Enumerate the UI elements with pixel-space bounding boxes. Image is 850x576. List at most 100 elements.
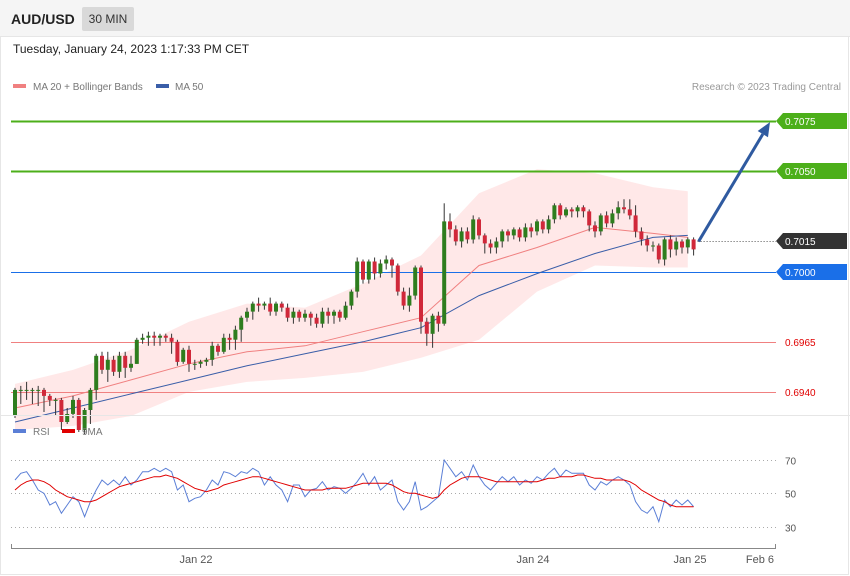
projection-arrow-head (757, 122, 770, 138)
candle (575, 205, 580, 218)
candle-body (129, 363, 133, 368)
candle (680, 239, 684, 254)
candle (482, 233, 487, 254)
level-labels: 0.7075 0.7050 0.7015 0.7000 0.6965 0.6940 (776, 113, 847, 399)
candle-body (111, 359, 116, 372)
candle-body (216, 345, 220, 352)
candle (662, 237, 667, 266)
candle-body (436, 315, 441, 324)
candle (274, 301, 278, 316)
candle (303, 309, 307, 322)
timeframe-button[interactable]: 30 MIN (82, 7, 134, 31)
candle-body (117, 355, 122, 372)
candle-body (163, 335, 168, 338)
candle (291, 307, 296, 324)
candle (656, 243, 661, 264)
candle (100, 351, 104, 374)
candle-body (413, 267, 418, 296)
candle (465, 227, 470, 244)
candle-body (204, 359, 209, 362)
candle (529, 223, 534, 238)
candle (517, 227, 522, 242)
candle-body (459, 231, 464, 242)
candle (390, 257, 394, 278)
candle-body (332, 311, 336, 316)
candle (651, 241, 655, 252)
candle-body (105, 359, 110, 370)
candle (395, 263, 400, 296)
candle (297, 309, 302, 322)
candle (488, 239, 493, 254)
candle-body (42, 389, 46, 396)
candle-body (390, 259, 394, 266)
candle (610, 209, 615, 228)
candle (691, 237, 696, 256)
candle (506, 229, 510, 242)
candle-body (662, 239, 667, 260)
candle (111, 355, 116, 376)
candle-body (482, 235, 487, 244)
rsi-panel: 70 50 30 (11, 457, 797, 535)
candle (239, 315, 244, 342)
candle (82, 408, 87, 434)
candle (326, 307, 331, 324)
candle (668, 235, 673, 258)
candle-body (529, 227, 534, 232)
candle (587, 209, 592, 232)
candle (94, 353, 99, 400)
candle (639, 227, 644, 246)
candle-body (633, 215, 638, 232)
candle-body (372, 261, 377, 274)
candle (210, 341, 215, 366)
candle-body (262, 303, 267, 306)
candle-body (471, 219, 476, 240)
candle (320, 307, 325, 328)
candle (245, 307, 249, 322)
candle-body (13, 389, 17, 416)
candle-body (419, 267, 423, 322)
candle-body (274, 303, 278, 312)
candle-body (187, 349, 191, 364)
candle-body (552, 205, 557, 220)
candle (175, 339, 180, 366)
candle-body (123, 355, 128, 368)
candle (477, 217, 481, 240)
candle (372, 257, 377, 280)
candle-body (227, 337, 232, 340)
candle (337, 309, 342, 322)
candle (163, 333, 168, 342)
candle-body (407, 295, 412, 306)
candle (192, 359, 197, 370)
candle (146, 331, 151, 346)
candlesticks (13, 199, 696, 434)
candle (42, 387, 46, 412)
candle-body (47, 395, 52, 400)
level-tag-current (776, 233, 847, 249)
candle-body (384, 259, 389, 264)
candle-body (71, 399, 75, 414)
candle (633, 205, 638, 238)
candle (216, 343, 220, 356)
legend-swatch-ma20 (13, 84, 26, 88)
candle (129, 355, 133, 372)
candle-body (395, 265, 400, 292)
projection-arrow-shaft (697, 133, 765, 243)
time-tick-label: Jan 25 (673, 554, 706, 566)
candle-body (175, 341, 180, 362)
candle-body (134, 339, 139, 364)
candle-body (610, 213, 615, 224)
candle (198, 359, 203, 368)
rsi-legend-label: RSI (33, 427, 50, 438)
candle-body (477, 219, 481, 236)
projection-arrow (697, 122, 770, 243)
candle (268, 297, 273, 316)
candle (140, 333, 145, 344)
credit-label: Research © 2023 Trading Central (692, 82, 841, 93)
candle-body (361, 261, 365, 280)
ma50-line (14, 234, 688, 423)
candle-body (256, 303, 261, 306)
candle-body (540, 221, 545, 230)
rsi-tick-label: 70 (785, 457, 797, 468)
candle (471, 215, 476, 244)
candle (366, 259, 371, 284)
